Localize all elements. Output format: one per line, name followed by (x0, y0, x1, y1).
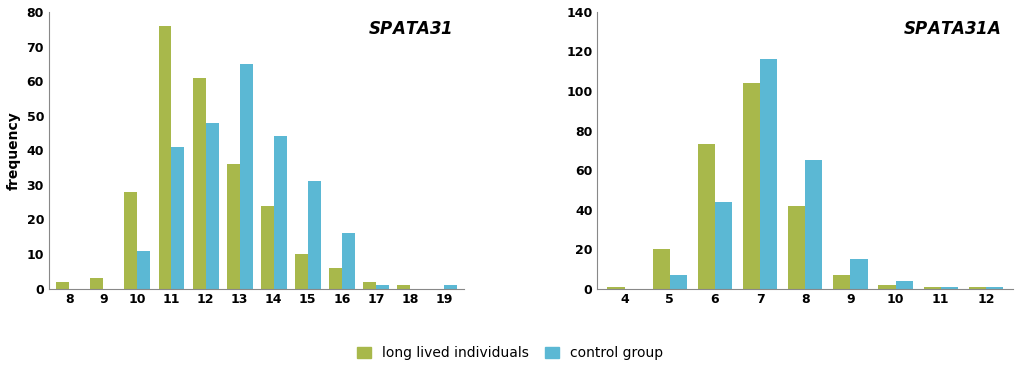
Bar (56, 282, 69, 289)
Bar (341, 233, 355, 289)
Bar (940, 287, 957, 289)
Bar (877, 285, 895, 289)
Bar (759, 59, 776, 289)
Bar (606, 287, 624, 289)
Bar (193, 78, 206, 289)
Bar (788, 206, 804, 289)
Bar (328, 268, 341, 289)
Bar (850, 259, 867, 289)
Bar (273, 137, 286, 289)
Bar (239, 64, 253, 289)
Bar (652, 249, 669, 289)
Bar (158, 26, 171, 289)
Bar (923, 287, 940, 289)
Text: $\bfit{SPATA31A}$: $\bfit{SPATA31A}$ (902, 20, 1000, 38)
Bar (804, 160, 821, 289)
Bar (742, 83, 759, 289)
Bar (895, 281, 912, 289)
Bar (171, 147, 184, 289)
Bar (308, 181, 320, 289)
Bar (138, 250, 150, 289)
Bar (376, 285, 388, 289)
Bar (697, 144, 714, 289)
Text: $\bfit{SPATA31}$: $\bfit{SPATA31}$ (367, 20, 451, 38)
Bar (669, 275, 686, 289)
Legend: long lived individuals, control group: long lived individuals, control group (354, 343, 665, 363)
Bar (363, 282, 376, 289)
Bar (226, 164, 239, 289)
Bar (124, 192, 138, 289)
Bar (206, 122, 218, 289)
Bar (396, 285, 410, 289)
Bar (261, 206, 273, 289)
Y-axis label: frequency: frequency (7, 111, 21, 190)
Bar (714, 202, 732, 289)
Bar (294, 254, 308, 289)
Bar (968, 287, 985, 289)
Bar (443, 285, 457, 289)
Bar (833, 275, 850, 289)
Bar (91, 278, 103, 289)
Bar (985, 287, 1002, 289)
